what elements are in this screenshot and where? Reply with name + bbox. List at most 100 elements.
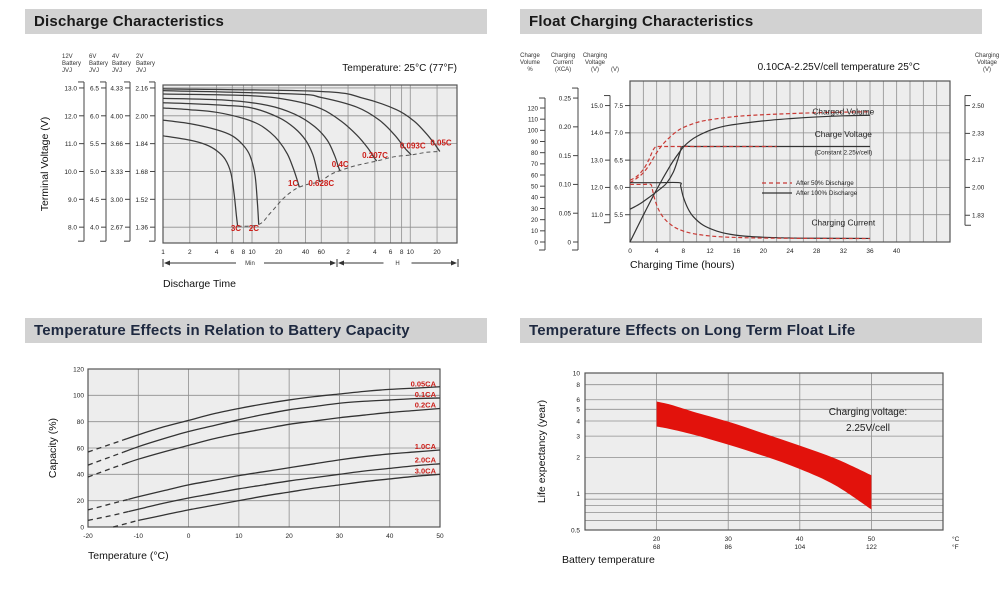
svg-text:0: 0 xyxy=(628,248,632,255)
svg-text:6.5: 6.5 xyxy=(90,85,99,92)
svg-text:4: 4 xyxy=(215,249,219,256)
curve-2.0CA xyxy=(128,463,441,513)
svg-text:(Constant 2.25v/cell): (Constant 2.25v/cell) xyxy=(814,150,872,157)
svg-text:10: 10 xyxy=(573,370,581,377)
svg-text:4.00: 4.00 xyxy=(110,113,123,120)
svg-text:30: 30 xyxy=(725,536,733,543)
curve-1.0CA xyxy=(128,449,441,500)
svg-text:Voltage: Voltage xyxy=(585,60,606,66)
svg-text:4.5: 4.5 xyxy=(90,197,99,204)
svg-text:0.05CA: 0.05CA xyxy=(411,380,437,389)
svg-text:40: 40 xyxy=(302,249,310,256)
svg-text:122: 122 xyxy=(866,544,877,551)
plot-area xyxy=(162,84,458,244)
svg-text:11.0: 11.0 xyxy=(65,141,78,148)
curve-1C xyxy=(162,107,300,188)
svg-text:7.0: 7.0 xyxy=(614,130,623,137)
svg-text:2: 2 xyxy=(346,249,350,256)
svg-text:0.05C: 0.05C xyxy=(430,139,452,148)
svg-text:Battery: Battery xyxy=(62,61,81,67)
svg-text:10.0: 10.0 xyxy=(64,169,77,176)
svg-text:0.10: 0.10 xyxy=(559,182,572,189)
svg-text:Charging: Charging xyxy=(975,53,999,59)
svg-text:10: 10 xyxy=(235,533,243,540)
svg-text:12: 12 xyxy=(706,248,714,255)
svg-text:%: % xyxy=(527,67,533,73)
svg-text:15.0: 15.0 xyxy=(591,103,604,110)
svg-text:6: 6 xyxy=(389,249,393,256)
svg-text:5.0: 5.0 xyxy=(90,169,99,176)
svg-text:16: 16 xyxy=(733,248,741,255)
discharge-characteristics-chart: 13.012.011.010.09.08.012VBatteryJVJ6.56.… xyxy=(39,54,459,290)
svg-text:(V): (V) xyxy=(591,67,599,73)
svg-text:40: 40 xyxy=(77,472,85,479)
svg-text:(V): (V) xyxy=(611,67,619,73)
svg-text:0.05: 0.05 xyxy=(559,211,572,218)
svg-text:8: 8 xyxy=(400,249,404,256)
svg-text:8: 8 xyxy=(576,382,580,389)
curve-2C xyxy=(162,119,260,225)
svg-text:2C: 2C xyxy=(249,224,259,233)
svg-text:0.1CA: 0.1CA xyxy=(415,390,437,399)
float-life-chart: Charging voltage:2.25V/cell1086543210.52… xyxy=(536,370,960,566)
svg-text:Battery temperature: Battery temperature xyxy=(562,554,655,566)
float-charging-chart: 0102030405060708090100110120ChargeVolume… xyxy=(520,53,999,271)
curve-3.0CA xyxy=(138,473,441,522)
svg-text:6V: 6V xyxy=(89,54,96,60)
svg-text:20: 20 xyxy=(77,498,85,505)
svg-text:Charging: Charging xyxy=(583,53,607,59)
svg-text:2.67: 2.67 xyxy=(110,225,123,232)
svg-text:40: 40 xyxy=(796,536,804,543)
curve-0.4C xyxy=(162,97,341,171)
Charge Voltage after 100% discharge xyxy=(629,145,870,210)
svg-text:3.0CA: 3.0CA xyxy=(415,467,437,476)
svg-text:0: 0 xyxy=(567,239,571,246)
svg-text:28: 28 xyxy=(813,248,821,255)
svg-text:0.2CA: 0.2CA xyxy=(415,401,437,410)
discharge-curves xyxy=(162,88,441,227)
svg-text:40: 40 xyxy=(386,533,394,540)
svg-text:°C: °C xyxy=(952,535,960,543)
left-scale-pct: 0 10 20 30 40 50 60 70 80 90 100 110 120 ChargeVolume… xyxy=(520,53,546,251)
svg-text:6.0: 6.0 xyxy=(90,113,99,120)
svg-text:8: 8 xyxy=(682,248,686,255)
svg-text:90: 90 xyxy=(531,139,539,146)
svg-text:(V): (V) xyxy=(983,67,991,73)
svg-text:2.17: 2.17 xyxy=(972,157,985,164)
svg-text:80: 80 xyxy=(77,419,85,426)
svg-text:12.0: 12.0 xyxy=(591,185,604,192)
svg-text:JVJ: JVJ xyxy=(89,68,99,74)
svg-text:6: 6 xyxy=(230,249,234,256)
svg-text:Battery: Battery xyxy=(112,61,131,67)
svg-text:Current: Current xyxy=(553,60,573,66)
svg-text:2.00: 2.00 xyxy=(135,113,148,120)
svg-text:40: 40 xyxy=(893,248,901,255)
svg-text:12.0: 12.0 xyxy=(64,113,77,120)
life-expectancy-band xyxy=(656,401,872,510)
svg-text:Discharge Time: Discharge Time xyxy=(163,278,236,290)
svg-text:Terminal Voltage (V): Terminal Voltage (V) xyxy=(39,117,51,212)
svg-text:20: 20 xyxy=(760,248,768,255)
svg-text:1.68: 1.68 xyxy=(135,169,148,176)
svg-text:3: 3 xyxy=(576,433,580,440)
svg-text:Charging Time (hours): Charging Time (hours) xyxy=(630,259,734,271)
svg-text:2.00: 2.00 xyxy=(972,185,985,192)
axis-span-Min: Min xyxy=(162,259,338,267)
svg-text:60: 60 xyxy=(318,249,326,256)
svg-text:-20: -20 xyxy=(83,533,93,540)
svg-text:1C: 1C xyxy=(288,179,298,188)
svg-text:Temperature: 25°C (77°F): Temperature: 25°C (77°F) xyxy=(342,63,457,74)
svg-text:JVJ: JVJ xyxy=(136,68,146,74)
svg-text:Capacity (%): Capacity (%) xyxy=(47,418,59,478)
Charged Volume after 100% discharge xyxy=(629,114,871,243)
curve-3.0CA-dashed xyxy=(112,519,139,528)
svg-text:0: 0 xyxy=(534,239,538,246)
svg-text:0.10CA-2.25V/cell temperature: 0.10CA-2.25V/cell temperature 25°C xyxy=(758,62,920,73)
svg-text:100: 100 xyxy=(73,393,84,400)
svg-text:2.33: 2.33 xyxy=(972,131,985,138)
svg-text:Charging Current: Charging Current xyxy=(812,218,876,228)
